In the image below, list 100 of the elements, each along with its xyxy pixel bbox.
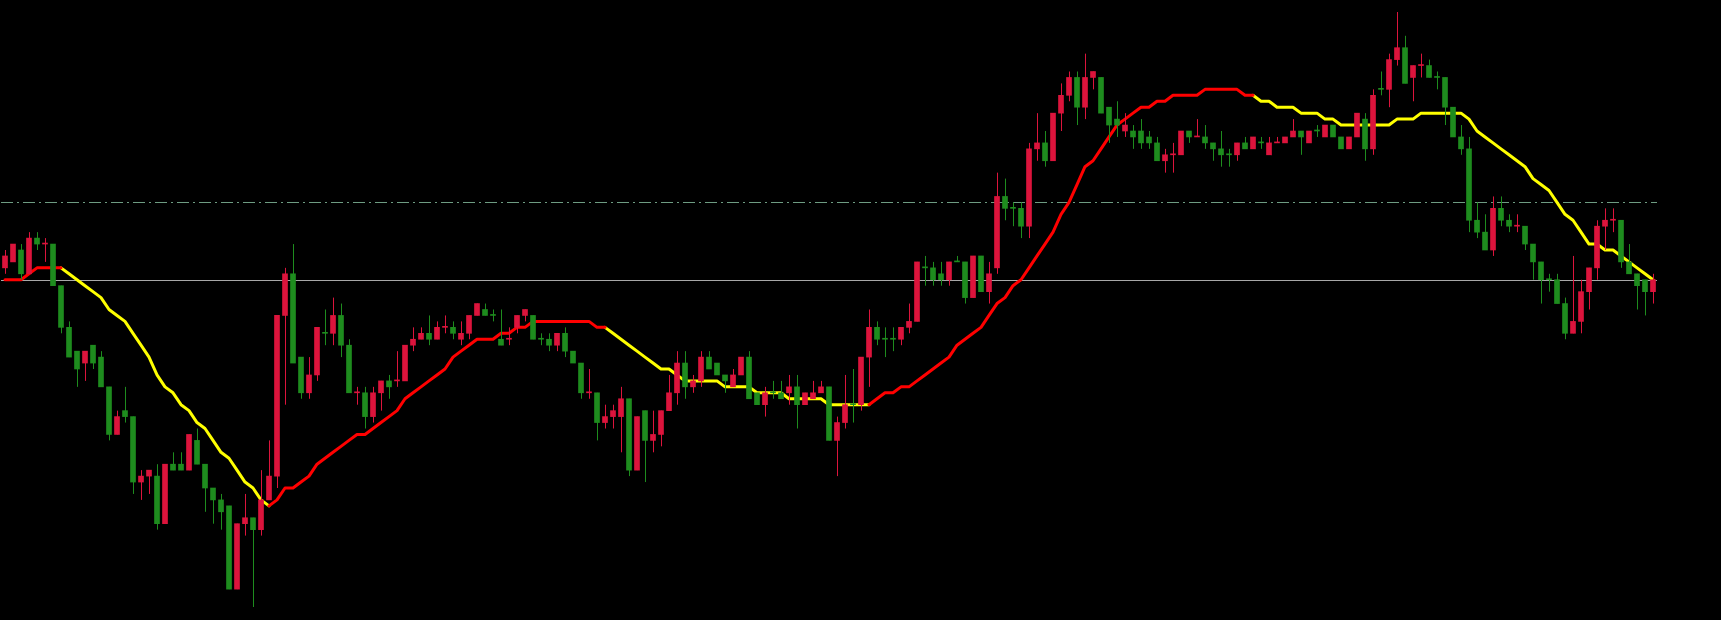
candlestick: [330, 297, 336, 346]
candlestick: [1394, 11, 1400, 67]
candlestick: [586, 368, 592, 400]
candlestick: [362, 386, 368, 429]
candlestick: [514, 314, 520, 334]
candlestick: [594, 392, 600, 441]
candlestick: [522, 309, 528, 322]
candlestick: [810, 380, 816, 400]
candlestick: [1378, 71, 1384, 96]
candlestick: [1018, 201, 1024, 239]
candlestick: [1578, 279, 1584, 334]
candlestick: [1546, 273, 1552, 293]
candlestick: [58, 285, 64, 334]
candlestick: [338, 303, 344, 358]
candlestick: [1002, 178, 1008, 221]
candlestick: [754, 392, 760, 406]
candlestick: [1330, 124, 1336, 138]
candlestick: [530, 314, 536, 340]
candlestick: [458, 320, 464, 346]
candlestick: [1306, 130, 1312, 144]
candlestick: [466, 314, 472, 340]
candlestick: [842, 374, 848, 429]
candlestick: [546, 332, 552, 352]
candlestick: [234, 523, 240, 590]
candlestick: [770, 380, 776, 400]
candlestick: [1610, 207, 1616, 233]
candlestick: [1010, 201, 1016, 227]
candlestick: [1570, 255, 1576, 334]
candlestick: [402, 344, 408, 382]
candlestick: [498, 309, 504, 346]
candlestick: [1162, 148, 1168, 174]
candlestick: [1074, 71, 1080, 126]
candlestick: [50, 243, 56, 287]
candlestick: [506, 326, 512, 346]
candlestick: [1554, 273, 1560, 305]
candlestick: [474, 303, 480, 316]
candlestick: [322, 309, 328, 346]
candlestick: [354, 386, 360, 406]
candlestick: [1402, 35, 1408, 84]
candlestick: [610, 404, 616, 429]
candlestick: [802, 392, 808, 406]
candlestick: [538, 332, 544, 346]
candlestick: [666, 374, 672, 412]
candlestick: [658, 410, 664, 447]
candlestick: [242, 493, 248, 537]
candlestick: [442, 314, 448, 334]
candlestick: [418, 326, 424, 340]
candlestick: [1338, 136, 1344, 150]
candlestick: [850, 368, 856, 424]
candlestick: [890, 326, 896, 352]
candlestick: [602, 404, 608, 429]
candlestick: [1226, 148, 1232, 168]
candlestick: [1450, 106, 1456, 138]
candlestick: [250, 517, 256, 608]
candlestick: [1442, 76, 1448, 126]
candlestick: [1282, 136, 1288, 144]
candlestick: [1346, 136, 1352, 150]
candlestick: [1178, 130, 1184, 156]
candlestick: [914, 261, 920, 322]
candlestick: [194, 428, 200, 465]
candlestick: [570, 350, 576, 364]
candlestick: [426, 314, 432, 346]
candlestick: [1322, 124, 1328, 138]
candlestick: [162, 463, 168, 525]
candlestick: [618, 386, 624, 453]
candlestick: [834, 416, 840, 477]
candlestick: [1642, 279, 1648, 316]
candlestick: [1426, 59, 1432, 78]
candlestick: [1082, 53, 1088, 120]
candlestick: [938, 261, 944, 287]
candlestick: [1386, 53, 1392, 108]
candlestick: [650, 410, 656, 453]
candlestick: [1066, 71, 1072, 102]
candlestick: [1050, 112, 1056, 162]
candlestick: [826, 386, 832, 441]
candlestick: [642, 410, 648, 483]
candlestick: [1562, 297, 1568, 340]
candlestick: [1090, 71, 1096, 90]
candlestick: [410, 326, 416, 352]
candlestick: [1170, 142, 1176, 174]
candlestick: [554, 332, 560, 352]
candlestick: [714, 362, 720, 376]
candlestick: [1250, 136, 1256, 150]
candlestick: [370, 386, 376, 424]
candlestick: [434, 320, 440, 340]
candlestick: [738, 356, 744, 376]
candlestick: [1434, 71, 1440, 90]
candlestick: [906, 303, 912, 334]
candlestick: [1506, 213, 1512, 233]
candlestick: [114, 410, 120, 435]
candlestick: [1602, 207, 1608, 251]
candlestick: [10, 243, 16, 263]
candlestick: [450, 320, 456, 340]
candlestick: [1498, 195, 1504, 227]
candlestick: [874, 320, 880, 346]
candlestick: [882, 326, 888, 358]
candlestick: [122, 386, 128, 424]
candlestick: [778, 380, 784, 400]
candlestick: [762, 386, 768, 418]
candlestick: [1650, 273, 1656, 305]
